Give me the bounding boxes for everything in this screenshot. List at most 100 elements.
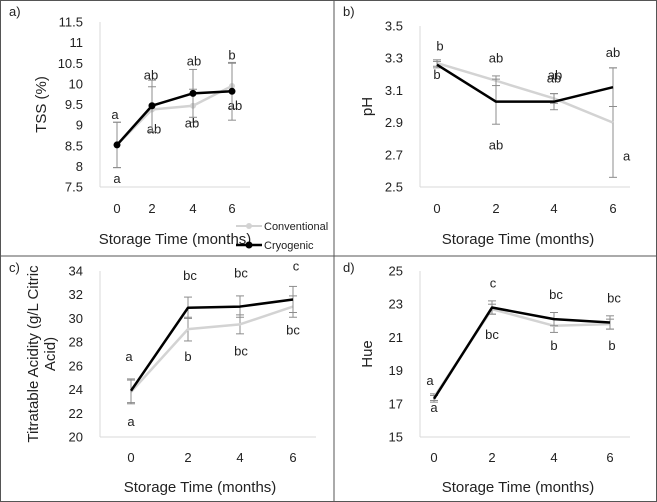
panel-c-y-axis-title-line: Titratable Acidity (g/L Citric [25,265,42,443]
panel-c-y-tick-label: 26 [69,358,83,373]
panel-b-cryogenic-line [436,63,614,103]
panel-d-cryogenic-significance-label: bc [607,290,621,305]
panel-c-cryogenic-significance-label: c [293,258,300,273]
panel-b-x-tick-label: 4 [550,201,557,216]
panel-b-conventional-significance-label: a [623,149,631,164]
panel-d-x-tick-label: 0 [430,450,437,465]
panel-d-conventional-significance-label: bc [485,327,499,342]
panel-a-conventional-significance-label: ab [185,116,199,131]
panel-c-x-tick-label: 4 [236,450,243,465]
panel-d-y-tick-label: 23 [389,297,403,312]
panel-b-cryogenic-significance-label: ab [606,45,620,60]
panel-a-y-tick-label: 11 [70,35,84,50]
panel-b-x-tick-label: 0 [433,201,440,216]
panel-b-y-tick-label: 2.9 [385,115,403,130]
legend-cryogenic-marker [245,241,253,249]
panel-a-y-axis-title: TSS (%) [33,76,50,133]
panel-c-cryogenic-significance-label: bc [183,268,197,283]
panel-c-y-tick-label: 20 [69,430,83,445]
panel-b-conventional-line [436,61,614,124]
panel-d-x-tick-label: 2 [488,450,495,465]
panel-c-conventional-significance-label: bc [286,323,300,338]
panel-b-y-axis-title: pH [359,97,376,116]
panel-a-y-tick-label: 8.5 [65,138,83,153]
panel-a-x-tick-label: 0 [113,201,120,216]
panel-a-cryogenic-marker [148,102,156,110]
panel-d-conventional-significance-label: b [608,338,615,353]
panel-d-y-tick-label: 15 [389,430,403,445]
panel-b-cryogenic-significance-label: b [436,39,443,54]
panel-a-cryogenic-line [116,90,233,146]
panel-a-conventional-significance-label: a [113,171,121,186]
panel-d-cryogenic-line [432,306,611,400]
panel-b: b) 2.5 2.7 2.9 3.1 3.3 3.5 0 2 4 6 Storage Time (mo… [343,4,631,248]
panel-c-x-axis-title: Storage Time (months) [124,479,277,496]
panel-c-y-tick-label: 22 [69,406,83,421]
panel-c-y-tick-label: 32 [69,287,83,302]
panel-a-x-tick-label: 4 [189,201,196,216]
panel-b-cryogenic-significance-label: ab [489,138,503,153]
legend-conventional-marker [246,223,252,229]
panel-a-conventional-significance-label: ab [147,121,161,136]
panel-c-y-tick-label: 28 [69,335,83,350]
panel-a-y-tick-label: 11.5 [59,15,83,30]
panel-a-cryogenic-significance-label: ab [187,53,201,68]
panel-d-y-tick-label: 19 [389,363,403,378]
panel-b-conventional-significance-label: ab [547,70,561,85]
panel-a-y-tick-label: 8 [76,159,83,174]
panel-d-cryogenic-significance-label: c [490,276,497,291]
panel-a: a) 7.5 8 8.5 9 9.5 10 10.5 11 11.5 0 2 4 6 Storage Tim… [9,4,251,248]
panel-b-y-tick-label: 3.5 [385,19,403,34]
panel-b-x-axis-title: Storage Time (months) [442,231,595,248]
panel-b-conventional-significance-label: ab [489,51,503,66]
panel-d-y-axis-title: Hue [359,340,376,368]
panel-c-conventional-significance-label: a [127,414,135,429]
panel-a-letter: a) [9,4,21,19]
panel-d-cryogenic-significance-label: bc [549,287,563,302]
panel-b-cryogenic-significance-label: ab [548,68,562,83]
panel-d-x-tick-label: 4 [550,450,557,465]
panel-c-letter: c) [9,260,20,275]
panel-a-cryogenic-marker [113,141,121,149]
panel-d-conventional-significance-label: b [550,338,557,353]
panel-c-y-axis-title: Titratable Acidity (g/L CitricAcid) [25,265,59,443]
panel-b-y-tick-label: 3.3 [385,51,403,66]
panel-d-conventional-significance-label: a [430,400,438,415]
panel-b-y-tick-label: 3.1 [385,83,403,98]
panel-a-y-tick-label: 9.5 [65,97,83,112]
panel-c-y-tick-label: 24 [69,382,83,397]
panel-d-y-tick-label: 21 [389,330,403,345]
panel-c-conventional-significance-label: b [184,349,191,364]
panel-d-cryogenic-significance-label: a [426,373,434,388]
panel-b-y-tick-label: 2.5 [385,180,403,195]
panel-b-x-tick-label: 2 [492,201,499,216]
panel-c-conventional-line [130,305,294,393]
panel-c-y-axis-title-line: Acid) [42,337,59,371]
panel-d-y-tick-label: 17 [389,396,403,411]
panel-c-cryogenic-line [129,298,294,392]
panel-a-y-tick-label: 10 [69,76,83,91]
panel-c-cryogenic-significance-label: a [125,349,133,364]
panel-b-letter: b) [343,4,355,19]
panel-c-conventional-significance-label: bc [234,343,248,358]
panel-a-y-tick-label: 7.5 [65,180,83,195]
panel-a-conventional-significance-label: ab [228,98,242,113]
panel-d: d) 15 17 19 21 23 25 0 2 4 6 Storage Time (months) H… [343,260,630,496]
panel-a-x-axis-title: Storage Time (months) [99,231,252,248]
panel-c-y-tick-label: 30 [69,311,83,326]
panel-c-x-tick-label: 2 [184,450,191,465]
panel-a-cryogenic-significance-label: b [228,47,235,62]
panel-a-y-tick-label: 9 [76,118,83,133]
legend: Conventional Cryogenic [236,221,328,252]
legend-conventional-label: Conventional [264,221,328,233]
panel-a-cryogenic-significance-label: a [111,107,119,122]
panel-d-y-tick-label: 25 [389,264,403,279]
panel-c-x-tick-label: 6 [289,450,296,465]
legend-cryogenic-label: Cryogenic [264,240,314,252]
panel-c-y-tick-label: 34 [69,264,83,279]
panel-d-letter: d) [343,260,355,275]
